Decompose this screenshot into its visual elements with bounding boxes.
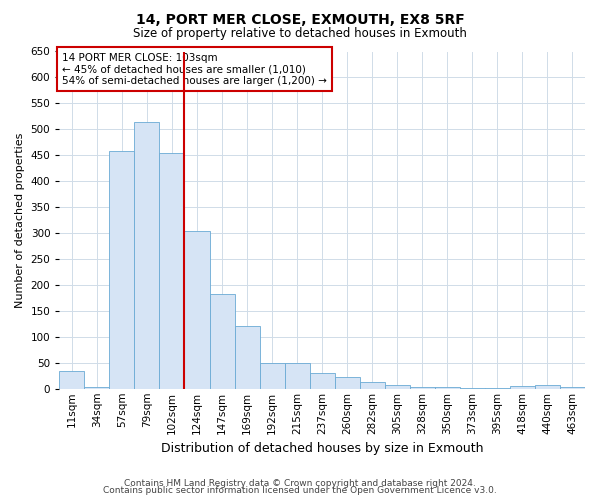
Bar xyxy=(260,363,284,389)
Bar xyxy=(160,152,184,389)
Bar xyxy=(134,122,160,389)
Bar xyxy=(410,386,435,389)
Text: 14 PORT MER CLOSE: 103sqm
← 45% of detached houses are smaller (1,010)
54% of se: 14 PORT MER CLOSE: 103sqm ← 45% of detac… xyxy=(62,52,327,86)
Bar xyxy=(109,151,134,389)
Bar xyxy=(360,382,385,389)
Bar xyxy=(510,386,535,389)
Y-axis label: Number of detached properties: Number of detached properties xyxy=(15,132,25,308)
Bar xyxy=(560,386,585,389)
Bar xyxy=(184,230,209,389)
Bar xyxy=(535,385,560,389)
Bar xyxy=(435,387,460,389)
Bar xyxy=(460,388,485,389)
Text: 14, PORT MER CLOSE, EXMOUTH, EX8 5RF: 14, PORT MER CLOSE, EXMOUTH, EX8 5RF xyxy=(136,12,464,26)
Text: Contains public sector information licensed under the Open Government Licence v3: Contains public sector information licen… xyxy=(103,486,497,495)
X-axis label: Distribution of detached houses by size in Exmouth: Distribution of detached houses by size … xyxy=(161,442,484,455)
Bar xyxy=(485,388,510,389)
Bar xyxy=(310,373,335,389)
Bar xyxy=(235,326,260,389)
Bar xyxy=(385,385,410,389)
Bar xyxy=(284,363,310,389)
Bar xyxy=(209,294,235,389)
Bar xyxy=(335,378,360,389)
Bar xyxy=(59,370,85,389)
Text: Size of property relative to detached houses in Exmouth: Size of property relative to detached ho… xyxy=(133,28,467,40)
Text: Contains HM Land Registry data © Crown copyright and database right 2024.: Contains HM Land Registry data © Crown c… xyxy=(124,478,476,488)
Bar xyxy=(85,387,109,389)
